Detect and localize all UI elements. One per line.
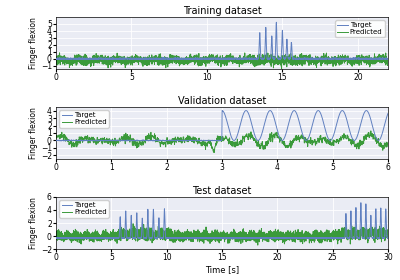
Predicted [166,58,170,61]
Predicted [166,143,170,146]
Target [386,57,390,60]
Predicted [255,243,260,247]
Target [184,139,189,143]
Target [54,56,58,60]
Target [228,134,233,137]
Predicted [179,238,184,242]
Predicted [386,142,390,145]
Target [176,57,181,61]
Target [54,236,58,240]
Target [131,236,136,240]
Legend: Target, Predicted: Target, Predicted [60,110,109,127]
Line: Target: Target [56,111,388,141]
Target [386,112,390,115]
Predicted [66,62,71,65]
Line: Predicted: Predicted [56,53,388,69]
Line: Predicted: Predicted [56,224,388,245]
Target [179,236,184,240]
Target [383,215,388,218]
Legend: Target, Predicted: Target, Predicted [335,20,384,38]
Target [110,139,114,142]
Target [134,214,139,218]
Target [316,109,321,112]
Target [358,201,363,204]
Target [198,139,203,142]
Target [60,57,65,60]
Target [166,57,170,60]
Predicted [98,138,102,142]
Predicted [368,129,373,132]
Predicted [235,144,240,147]
Line: Target: Target [56,22,388,60]
Target [54,139,58,143]
Predicted [131,234,136,237]
Predicted [123,61,128,64]
Title: Training dataset: Training dataset [183,6,261,16]
Target [235,133,240,136]
Target [166,139,170,142]
Target [66,57,71,61]
Predicted [198,140,202,144]
Title: Test dataset: Test dataset [192,186,252,196]
Target [329,58,334,62]
Predicted [279,67,284,71]
Legend: Target, Predicted: Target, Predicted [60,200,109,218]
Y-axis label: Finger flexion: Finger flexion [29,107,38,159]
Predicted [383,233,388,236]
Y-axis label: Finger flexion: Finger flexion [29,17,38,69]
Predicted [212,151,217,154]
Predicted [131,222,136,225]
Predicted [386,57,390,60]
Predicted [110,141,114,144]
Target [274,20,279,24]
Target [132,236,137,240]
Line: Target: Target [56,203,388,239]
Predicted [54,56,58,59]
Line: Predicted: Predicted [56,131,388,152]
Predicted [134,229,139,232]
Target [366,237,371,241]
Predicted [132,238,137,241]
Predicted [202,232,207,236]
Predicted [228,143,233,146]
Target [98,139,102,143]
Predicted [54,138,58,142]
Target [123,57,128,60]
Predicted [57,51,62,55]
Predicted [54,230,58,234]
Predicted [134,53,138,57]
Target [134,57,138,60]
Predicted [61,57,66,60]
Predicted [386,229,390,232]
Target [202,236,207,240]
Y-axis label: Finger flexion: Finger flexion [29,197,38,249]
X-axis label: Time [s]: Time [s] [205,265,239,274]
Predicted [176,58,181,61]
Target [386,236,390,240]
Title: Validation dataset: Validation dataset [178,96,266,106]
